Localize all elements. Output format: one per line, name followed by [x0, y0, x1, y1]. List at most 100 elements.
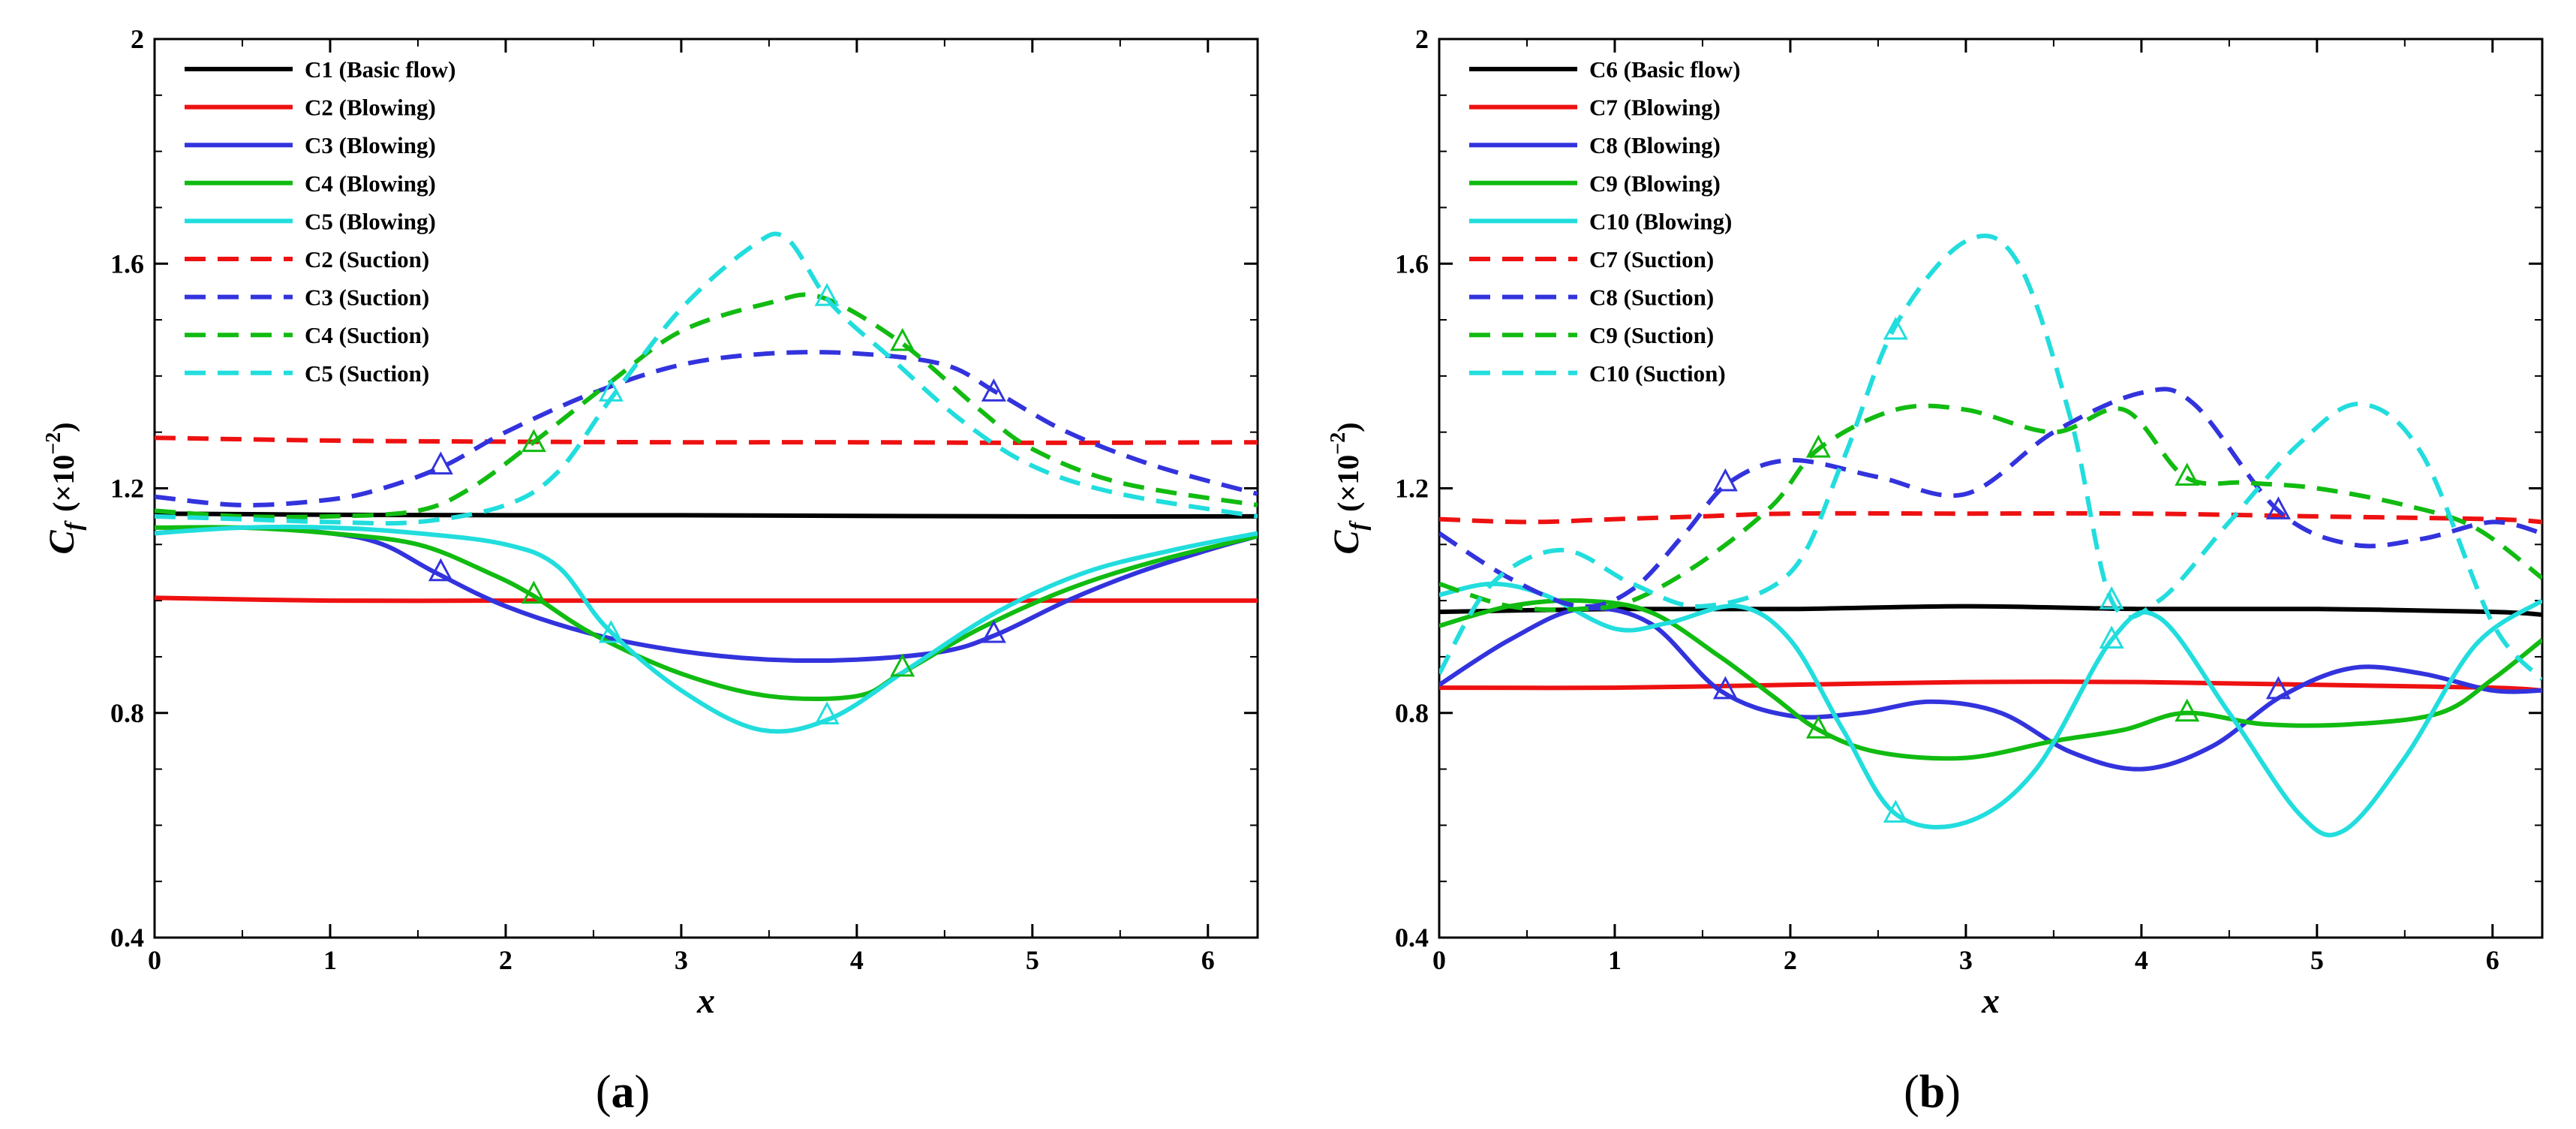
- legend-label: C6 (Basic flow): [1589, 56, 1740, 83]
- panel-label-close: ): [635, 1067, 651, 1118]
- series-line-c7-blowing: [1439, 679, 2542, 693]
- triangle-marker: [598, 378, 624, 402]
- panel-a: 0 1 2 3 4 5 6 0.4 0.8 1.2 1.6 2 x Cf (×10−2) C1 (Basic …: [42, 24, 1259, 1118]
- y-label-exponent: −2: [42, 432, 65, 455]
- legend-label: C2 (Suction): [305, 246, 429, 272]
- triangle-marker: [598, 619, 624, 643]
- plot-area: [155, 231, 1258, 734]
- y-label-symbol: C: [1327, 530, 1366, 555]
- y-tick-label: 2: [1415, 24, 1429, 54]
- y-tick-label: 0.4: [1395, 923, 1429, 953]
- panel-label-open: (: [1904, 1067, 1919, 1118]
- legend-label: C3 (Blowing): [305, 132, 436, 158]
- triangle-marker: [2175, 462, 2200, 486]
- triangle-marker: [2099, 586, 2124, 610]
- series-line-c5-suction: [155, 231, 1258, 526]
- triangle-marker: [2265, 496, 2291, 519]
- series-line-c9-suction: [1439, 403, 2542, 613]
- panel-label-letter: b: [1919, 1067, 1945, 1118]
- triangle-marker: [521, 429, 546, 453]
- legend-label: C9 (Blowing): [1589, 170, 1721, 197]
- x-tick-label: 6: [2486, 945, 2499, 975]
- legend-label: C7 (Suction): [1589, 246, 1714, 272]
- y-tick-label: 1.6: [1395, 248, 1429, 278]
- triangle-marker: [814, 282, 840, 306]
- x-tick-label: 6: [1201, 945, 1215, 975]
- y-tick-label: 0.8: [1395, 698, 1429, 728]
- y-tick-label: 1.2: [1395, 474, 1429, 504]
- y-label-scale: (×10: [1331, 455, 1365, 512]
- triangle-marker: [2099, 625, 2124, 649]
- legend-label: C8 (Suction): [1589, 285, 1714, 311]
- triangle-marker: [814, 701, 840, 724]
- y-label-exponent: −2: [1327, 432, 1350, 455]
- x-axis-label: x: [696, 981, 715, 1021]
- triangle-marker: [890, 653, 915, 677]
- series-line-c4-blowing: [155, 525, 1258, 702]
- legend-label: C2 (Blowing): [305, 95, 436, 121]
- panel-label: (b): [1904, 1067, 1961, 1118]
- y-label-subscript: f: [59, 520, 86, 531]
- triangle-marker: [428, 451, 453, 475]
- x-tick-label: 5: [1026, 945, 1039, 975]
- triangle-marker: [981, 378, 1006, 402]
- triangle-marker: [981, 619, 1006, 643]
- legend-label: C8 (Blowing): [1589, 132, 1721, 158]
- legend-label: C5 (Blowing): [305, 208, 436, 234]
- x-tick-label: 2: [1784, 945, 1797, 975]
- panel-b: 0 1 2 3 4 5 6 0.4 0.8 1.2 1.6 2 x Cf (×10−2) C6 (Basic …: [1327, 24, 2544, 1118]
- x-tick-label: 3: [1959, 945, 1973, 975]
- triangle-marker: [1805, 715, 1831, 739]
- triangle-marker: [2265, 676, 2291, 700]
- panel-label-open: (: [596, 1067, 612, 1118]
- y-axis-label: Cf (×10−2): [1327, 422, 1371, 554]
- x-axis-label: x: [1981, 981, 2000, 1021]
- legend-label: C1 (Basic flow): [305, 56, 455, 83]
- series-line-c5-blowing: [155, 524, 1258, 734]
- panel-label-close: ): [1945, 1067, 1961, 1118]
- legend-label: C9 (Suction): [1589, 322, 1714, 348]
- y-label-scale-close: ): [47, 422, 80, 432]
- y-axis-label: Cf (×10−2): [42, 422, 86, 554]
- legend-label: C4 (Blowing): [305, 170, 436, 197]
- x-tick-label: 1: [1608, 945, 1622, 975]
- y-label-scale-close: ): [1331, 422, 1365, 432]
- series-line-c10-blowing: [1439, 581, 2542, 838]
- x-tick-label: 4: [850, 945, 864, 975]
- series-line-c6-basic-flow: [1439, 604, 2542, 617]
- series-line-c2-suction: [155, 435, 1258, 445]
- legend-label: C4 (Suction): [305, 322, 429, 348]
- series-line-c9-blowing: [1439, 598, 2542, 761]
- series-line-c8-suction: [1439, 387, 2542, 610]
- triangle-marker: [1712, 468, 1738, 492]
- legend-label: C10 (Blowing): [1589, 208, 1732, 234]
- y-tick-label: 1.2: [110, 474, 144, 504]
- y-tick-label: 1.6: [110, 248, 144, 278]
- triangle-marker: [2175, 698, 2200, 722]
- y-label-symbol: C: [42, 530, 82, 555]
- panel-label-letter: a: [612, 1067, 635, 1118]
- x-tick-label: 1: [323, 945, 337, 975]
- legend-label: C5 (Suction): [305, 360, 429, 387]
- triangle-marker: [890, 327, 915, 351]
- triangle-marker: [521, 580, 546, 604]
- x-tick-label: 3: [675, 945, 688, 975]
- y-tick-label: 0.4: [110, 923, 144, 953]
- y-label-subscript: f: [1344, 520, 1371, 531]
- y-tick-label: 2: [131, 24, 144, 54]
- y-tick-label: 0.8: [110, 698, 144, 728]
- x-tick-label: 5: [2310, 945, 2324, 975]
- x-tick-label: 2: [499, 945, 512, 975]
- series-line-c2-blowing: [155, 595, 1258, 604]
- plot-area: [1439, 233, 2542, 838]
- series-line-c4-suction: [155, 292, 1258, 519]
- triangle-marker: [1883, 316, 1908, 340]
- triangle-marker: [428, 558, 453, 582]
- legend-label: C7 (Blowing): [1589, 95, 1721, 121]
- series-line-c8-blowing: [1439, 606, 2542, 772]
- legend-label: C3 (Suction): [305, 285, 429, 311]
- legend-label: C10 (Suction): [1589, 360, 1726, 387]
- series-line-c10-suction: [1439, 233, 2542, 681]
- triangle-marker: [1883, 799, 1908, 823]
